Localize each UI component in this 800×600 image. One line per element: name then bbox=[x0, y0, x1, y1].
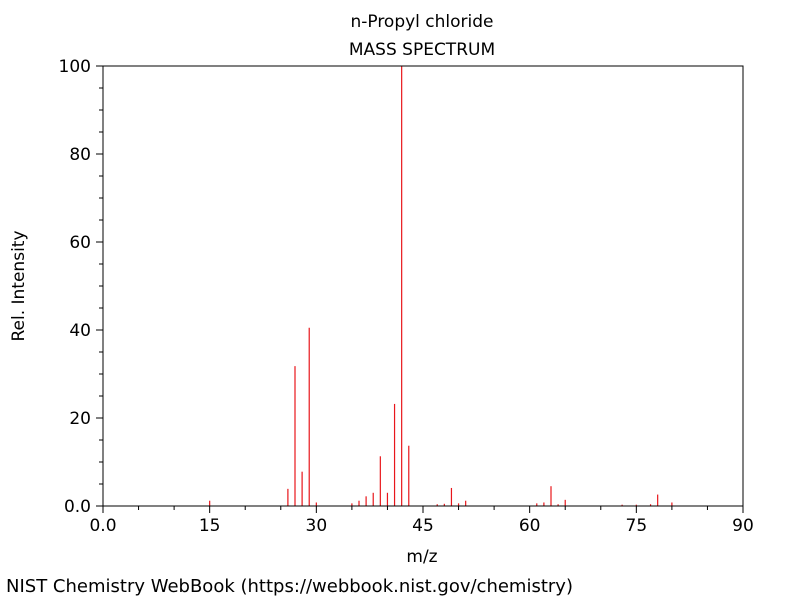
x-tick-label: 90 bbox=[732, 516, 754, 536]
y-tick-label: 60 bbox=[69, 233, 91, 253]
x-tick-label: 45 bbox=[412, 516, 434, 536]
chart-title: n-Propyl chloride bbox=[350, 12, 493, 32]
y-tick-label: 100 bbox=[59, 57, 91, 77]
chart-subtitle: MASS SPECTRUM bbox=[349, 40, 495, 60]
plot-frame bbox=[102, 65, 744, 507]
x-tick-label: 60 bbox=[519, 516, 541, 536]
x-tick-label: 0.0 bbox=[89, 516, 116, 536]
y-tick-label: 40 bbox=[69, 321, 91, 341]
y-tick-label: 20 bbox=[69, 409, 91, 429]
y-tick-label: 80 bbox=[69, 145, 91, 165]
x-axis-label: m/z bbox=[406, 547, 437, 567]
axes-group: 0.0 15 30 45 60 75 90 0.0 20 40 60 80 100 bbox=[59, 57, 754, 536]
source-footer: NIST Chemistry WebBook (https://webbook.… bbox=[6, 576, 573, 597]
y-tick-label: 0.0 bbox=[64, 497, 91, 517]
x-tick-label: 75 bbox=[626, 516, 648, 536]
y-axis-label: Rel. Intensity bbox=[9, 230, 29, 341]
x-tick-label: 30 bbox=[306, 516, 328, 536]
x-tick-label: 15 bbox=[199, 516, 221, 536]
peaks-group bbox=[209, 66, 673, 506]
